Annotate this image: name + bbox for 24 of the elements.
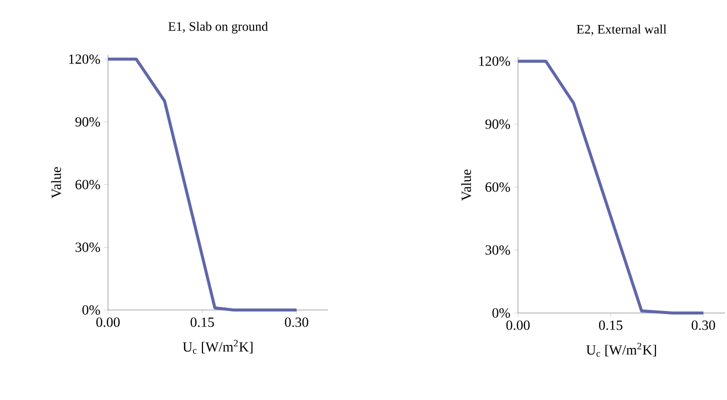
line-series [516, 60, 705, 314]
line-series [106, 58, 298, 312]
y-tick-label: 120% [479, 56, 510, 66]
y-axis-title: Value [461, 170, 472, 201]
y-tick-label: 30% [486, 245, 510, 255]
x-tick-label: 0.15 [190, 318, 214, 327]
y-axis-title: Value [51, 167, 62, 198]
x-tick-label: 0.15 [599, 320, 622, 330]
x-tick-label: 0.30 [284, 318, 308, 327]
y-tick-label: 90% [75, 117, 100, 127]
y-tick-label: 0% [82, 305, 100, 315]
chart-title: E1, Slab on ground [168, 22, 268, 34]
y-tick-label: 90% [485, 119, 510, 129]
x-axis-title: U$_{c}$ [W/m$^{2}$K] [182, 340, 252, 354]
y-tick-label: 0% [492, 308, 510, 318]
y-tick-label: 60% [486, 182, 510, 192]
x-axis-title: U$_{c}$ [W/m$^{2}$K] [586, 342, 656, 357]
y-tick-label: 60% [76, 180, 100, 190]
x-tick-label: 0.00 [506, 320, 530, 330]
y-tick-label: 30% [76, 242, 100, 252]
x-tick-label: 0.30 [692, 320, 716, 330]
chart-title: E2, External wall [576, 24, 666, 36]
x-tick-label: 0.00 [96, 318, 120, 327]
y-tick-label: 120% [69, 54, 100, 64]
